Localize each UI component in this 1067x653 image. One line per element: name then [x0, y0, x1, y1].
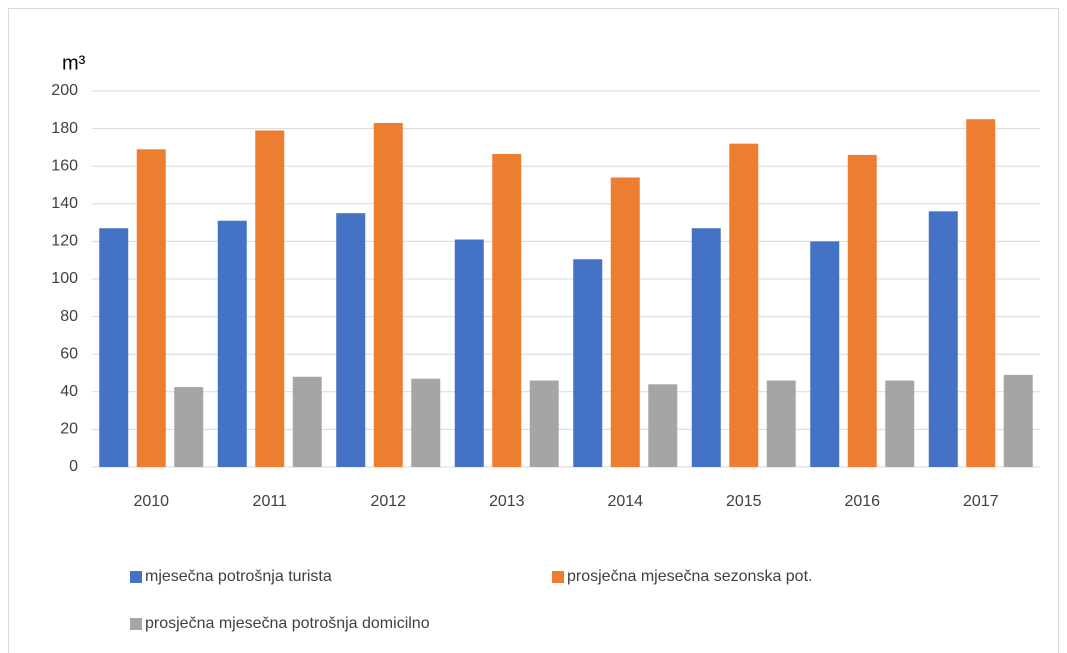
bar	[411, 378, 441, 467]
y-tick-label: 100	[51, 270, 78, 287]
bar	[928, 211, 958, 467]
bar	[217, 220, 247, 467]
x-tick-label: 2010	[133, 493, 169, 510]
bar	[255, 130, 285, 468]
bar	[373, 122, 403, 468]
bar	[885, 380, 915, 467]
x-tick-label: 2015	[726, 493, 762, 510]
bar	[610, 177, 640, 468]
bar	[966, 119, 996, 467]
y-tick-label: 200	[51, 82, 78, 99]
y-tick-label: 60	[60, 345, 78, 362]
x-tick-label: 2012	[370, 493, 406, 510]
x-tick-label: 2011	[253, 493, 288, 510]
y-tick-label: 160	[51, 157, 78, 174]
y-tick-label: 180	[51, 120, 78, 137]
legend-swatch	[552, 571, 564, 583]
bar	[529, 380, 559, 467]
legend-swatch	[130, 571, 142, 583]
chart-frame	[8, 8, 1059, 653]
bar	[1003, 374, 1033, 467]
x-tick-label: 2017	[963, 493, 999, 510]
y-tick-label: 20	[60, 421, 78, 438]
legend-label: prosječna mjesečna sezonska pot.	[567, 568, 812, 585]
bar	[454, 239, 484, 467]
bar	[292, 376, 322, 467]
y-tick-label: 120	[51, 233, 78, 250]
bar	[729, 143, 759, 467]
y-tick-label: 140	[51, 195, 78, 212]
bar	[648, 384, 678, 467]
y-tick-label: 80	[60, 308, 78, 325]
bar	[99, 228, 129, 467]
bar	[766, 380, 796, 467]
bar	[136, 149, 166, 467]
bar	[336, 213, 366, 467]
y-tick-label: 0	[69, 458, 78, 475]
legend-label: prosječna mjesečna potrošnja domicilno	[145, 615, 430, 632]
y-axis-label: m³	[62, 52, 86, 74]
bar	[691, 228, 721, 467]
legend-swatch	[130, 618, 142, 630]
x-tick-label: 2016	[844, 493, 880, 510]
bar	[573, 259, 603, 467]
x-tick-label: 2014	[607, 493, 643, 510]
x-tick-label: 2013	[489, 493, 525, 510]
bar	[174, 387, 204, 467]
bar	[492, 153, 522, 468]
bar	[810, 241, 840, 467]
legend-label: mjesečna potrošnja turista	[145, 568, 332, 585]
y-tick-label: 40	[60, 383, 78, 400]
bar	[847, 154, 877, 468]
